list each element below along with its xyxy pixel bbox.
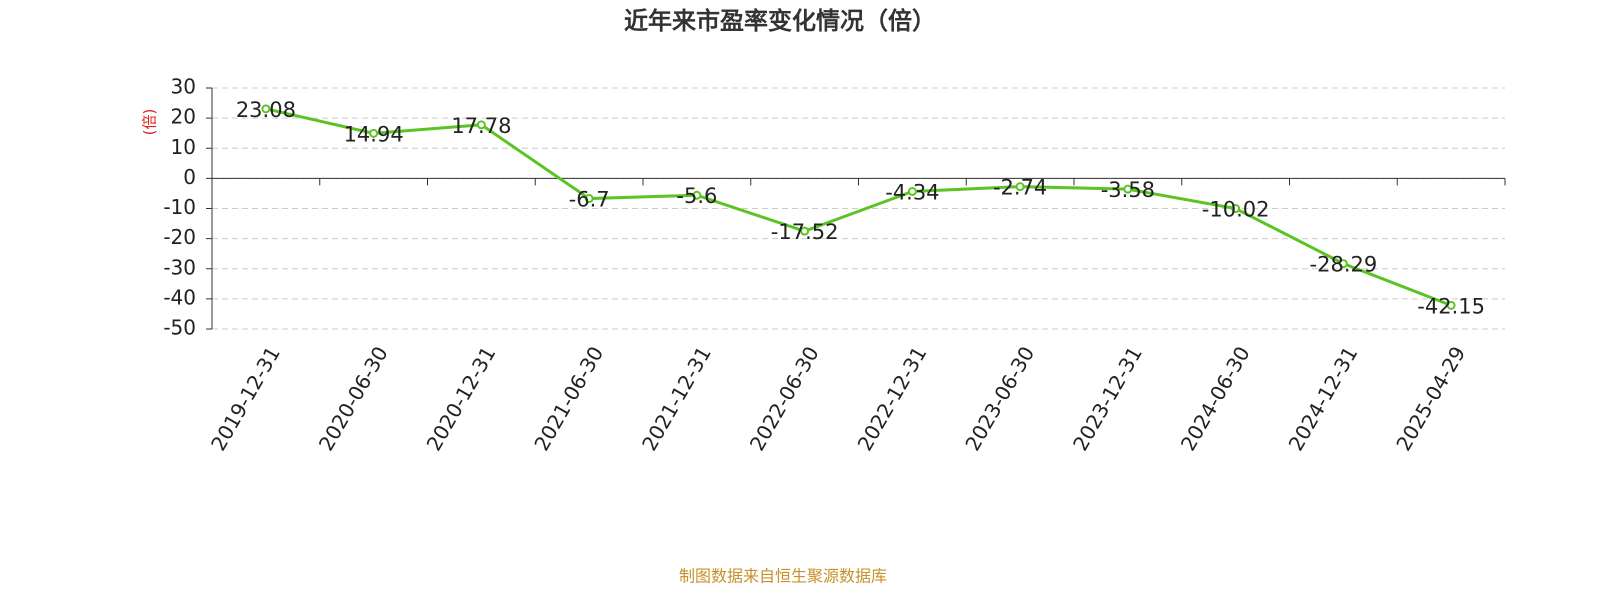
point <box>907 186 917 196</box>
y-tick-label: -10 <box>163 195 196 219</box>
y-tick-label: 30 <box>171 75 196 99</box>
data-label: -17.52 <box>771 220 839 244</box>
point <box>1123 184 1133 194</box>
y-tick-label: -40 <box>163 285 196 309</box>
x-tick-label: 2023-12-31 <box>1068 342 1147 455</box>
data-label: 23.08 <box>236 98 296 122</box>
data-label: -6.7 <box>569 188 610 212</box>
x-tick-label: 2022-12-31 <box>853 342 932 455</box>
y-tick-label: 0 <box>183 165 196 189</box>
x-tick-label: 2021-12-31 <box>637 342 716 455</box>
point <box>476 120 486 130</box>
data-label: -3.58 <box>1101 178 1155 202</box>
x-tick-label: 2025-04-29 <box>1391 342 1470 455</box>
point <box>692 190 702 200</box>
y-tick-label: 20 <box>171 105 196 129</box>
x-tick-label: 2023-06-30 <box>960 342 1039 455</box>
point <box>1231 204 1241 214</box>
source-note: 制图数据来自恒生聚源数据库 <box>679 567 887 586</box>
data-label: 14.94 <box>344 122 404 146</box>
data-label: -5.6 <box>676 184 717 208</box>
data-label: -4.34 <box>885 180 939 204</box>
point <box>584 194 594 204</box>
point <box>1446 300 1456 310</box>
point <box>1338 259 1348 269</box>
line-series <box>265 107 1452 307</box>
data-label: -2.74 <box>993 176 1047 200</box>
x-tick-label: 2021-06-30 <box>529 342 608 455</box>
point <box>1015 182 1025 192</box>
y-tick-label: -20 <box>163 225 196 249</box>
x-tick-label: 2020-06-30 <box>314 342 393 455</box>
y-tick-label: 10 <box>171 135 196 159</box>
x-tick-label: 2020-12-31 <box>422 342 501 455</box>
y-tick-label: -30 <box>163 255 196 279</box>
x-tick-label: 2022-06-30 <box>745 342 824 455</box>
x-tick-label: 2024-12-31 <box>1284 342 1363 455</box>
point <box>800 226 810 236</box>
data-label: -28.29 <box>1310 253 1378 277</box>
y-axis-label: (倍) <box>141 109 159 136</box>
point <box>261 104 271 114</box>
chart-title: 近年来市盈率变化情况（倍） <box>624 7 936 35</box>
data-label: -10.02 <box>1202 198 1270 222</box>
x-tick-label: 2024-06-30 <box>1176 342 1255 455</box>
y-tick-label: -50 <box>163 316 196 340</box>
x-tick-label: 2019-12-31 <box>206 342 285 455</box>
data-label: 17.78 <box>451 114 511 138</box>
data-label: -42.15 <box>1417 294 1485 318</box>
point <box>369 128 379 138</box>
